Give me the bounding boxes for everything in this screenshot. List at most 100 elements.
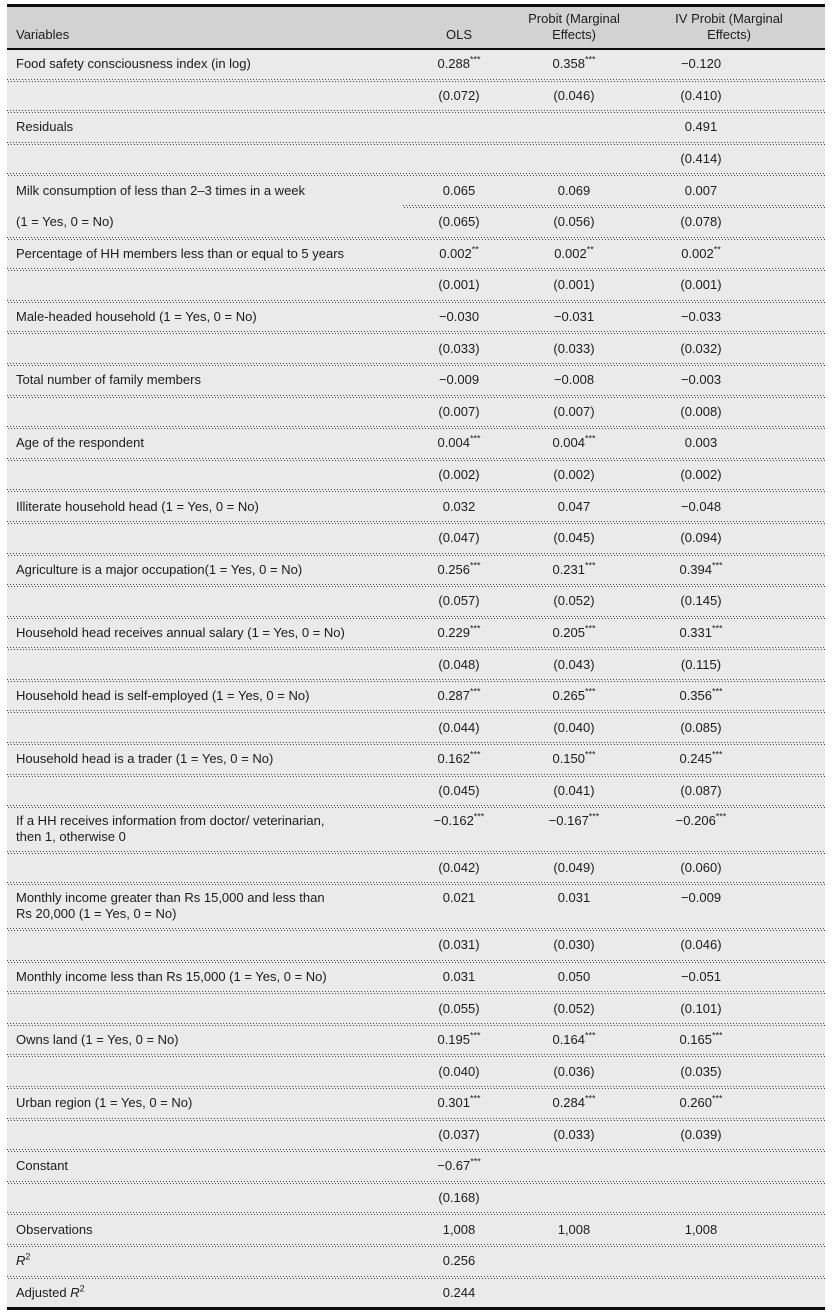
cell-probit: (0.041) — [553, 782, 595, 798]
cell-probit: 0.150*** — [552, 750, 596, 767]
cell-iv-probit: (0.087) — [680, 782, 722, 798]
row-divider — [7, 647, 825, 651]
cell-iv-probit: (0.101) — [680, 1000, 722, 1016]
cell-variable: Age of the respondent — [16, 435, 144, 451]
cell-probit: (0.036) — [553, 1063, 595, 1079]
cell-iv-probit: (0.060) — [680, 860, 722, 876]
cell-variable: Agriculture is a major occupation(1 = Ye… — [16, 561, 303, 577]
table-row: Residuals 0.491 — [7, 113, 825, 142]
table-row: (0.044) (0.040) (0.085) — [7, 713, 825, 742]
cell-probit: (0.046) — [553, 87, 595, 103]
cell-ols: 0.256*** — [437, 560, 481, 577]
cell-ols: −0.009 — [438, 372, 480, 388]
table-row: (0.168) — [7, 1184, 825, 1213]
cell-variable: Household head is a trader (1 = Yes, 0 =… — [16, 751, 274, 767]
cell-probit: (0.002) — [553, 467, 595, 483]
table-row: Observations 1,008 1,008 1,008 — [7, 1215, 825, 1244]
cell-ols: −0.67*** — [437, 1157, 481, 1174]
cell-ols: (0.044) — [438, 719, 480, 735]
cell-iv-probit: (0.008) — [680, 403, 722, 419]
table-row: Owns land (1 = Yes, 0 = No) 0.195*** 0.164… — [7, 1026, 825, 1055]
cell-variable: If a HH receives information from doctor… — [16, 813, 325, 845]
table-row: (0.055) (0.052) (0.101) — [7, 994, 825, 1023]
row-divider — [7, 1022, 825, 1026]
table-row: (0.033) (0.033) (0.032) — [7, 334, 825, 363]
row-divider — [7, 299, 825, 303]
table-row: (0.047) (0.045) (0.094) — [7, 524, 825, 553]
cell-variable: Monthly income greater than Rs 15,000 an… — [16, 890, 325, 922]
cell-probit: (0.056) — [553, 214, 595, 230]
cell-probit: −0.008 — [553, 372, 595, 388]
row-divider — [7, 991, 825, 995]
table-row: (0.007) (0.007) (0.008) — [7, 398, 825, 427]
cell-iv-probit: (0.035) — [680, 1063, 722, 1079]
table-row: Household head receives annual salary (1… — [7, 619, 825, 648]
row-divider — [7, 331, 825, 335]
row-divider — [7, 928, 825, 932]
row-divider — [7, 710, 825, 714]
cell-ols: 0.288*** — [437, 54, 481, 72]
cell-ols: −0.162*** — [433, 811, 485, 829]
cell-variable: Illiterate household head (1 = Yes, 0 = … — [16, 498, 259, 514]
cell-ols: 1,008 — [442, 1221, 476, 1237]
cell-variable: Milk consumption of less than 2–3 times … — [16, 182, 306, 198]
cell-iv-probit: (0.414) — [680, 151, 722, 167]
cell-probit: 0.031 — [557, 890, 591, 906]
table-row: (0.001) (0.001) (0.001) — [7, 271, 825, 300]
cell-ols: (0.045) — [438, 782, 480, 798]
row-divider — [7, 1149, 825, 1153]
cell-probit: (0.033) — [553, 1126, 595, 1142]
cell-variable: Monthly income less than Rs 15,000 (1 = … — [16, 968, 327, 984]
table-row: (0.002) (0.002) (0.002) — [7, 461, 825, 490]
cell-variable: Household head is self-employed (1 = Yes… — [16, 688, 310, 704]
table-row: (0.048) (0.043) (0.115) — [7, 650, 825, 679]
cell-iv-probit: 0.003 — [684, 435, 718, 451]
cell-probit: 0.002** — [554, 244, 594, 261]
cell-iv-probit: (0.085) — [680, 719, 722, 735]
column-header-iv-probit: IV Probit (Marginal Effects) — [675, 11, 783, 42]
cell-probit: (0.033) — [553, 340, 595, 356]
row-divider — [7, 1243, 825, 1247]
cell-probit: (0.040) — [553, 719, 595, 735]
cell-variable: Total number of family members — [16, 372, 201, 388]
column-header-variables: Variables — [16, 27, 70, 42]
cell-probit: (0.045) — [553, 530, 595, 546]
table-row: Illiterate household head (1 = Yes, 0 = … — [7, 492, 825, 521]
cell-iv-probit: 0.394*** — [679, 560, 723, 577]
table-row: Monthly income greater than Rs 15,000 an… — [7, 885, 825, 928]
row-divider — [7, 615, 825, 619]
cell-probit: (0.043) — [553, 656, 595, 672]
cell-ols: (0.047) — [438, 530, 480, 546]
cell-iv-probit: (0.145) — [680, 593, 722, 609]
table-row: Urban region (1 = Yes, 0 = No) 0.301*** 0.… — [7, 1089, 825, 1118]
cell-ols: 0.004*** — [437, 434, 481, 451]
cell-ols: (0.031) — [438, 937, 480, 953]
table-row: (0.031) (0.030) (0.046) — [7, 931, 825, 960]
row-divider — [7, 1054, 825, 1058]
cell-iv-probit: −0.009 — [680, 890, 722, 906]
cell-iv-probit: 0.491 — [684, 119, 718, 135]
row-divider — [7, 426, 825, 430]
cell-ols: −0.030 — [438, 309, 480, 325]
table-header-row: Variables OLS Probit (Marginal Effects) … — [7, 7, 825, 50]
cell-probit: (0.052) — [553, 593, 595, 609]
row-divider — [7, 678, 825, 682]
table-row: Age of the respondent 0.004*** 0.004*** 0.0… — [7, 429, 825, 458]
row-divider — [7, 141, 825, 145]
row-divider — [7, 268, 825, 272]
table-row: Male-headed household (1 = Yes, 0 = No) −… — [7, 303, 825, 332]
cell-variable: Household head receives annual salary (1… — [16, 624, 345, 640]
table-row: Monthly income less than Rs 15,000 (1 = … — [7, 963, 825, 992]
row-divider — [7, 362, 825, 366]
cell-ols: (0.007) — [438, 403, 480, 419]
row-divider — [7, 457, 825, 461]
cell-ols: 0.002** — [439, 244, 479, 261]
cell-iv-probit: 0.331*** — [679, 623, 723, 640]
cell-iv-probit: 0.002** — [681, 244, 721, 261]
cell-iv-probit: (0.039) — [680, 1126, 722, 1142]
cell-ols: (0.002) — [438, 467, 480, 483]
table-body: Food safety consciousness index (in log)… — [7, 50, 825, 1307]
table-row: (0.037) (0.033) (0.039) — [7, 1121, 825, 1150]
cell-ols: 0.229*** — [437, 623, 481, 640]
